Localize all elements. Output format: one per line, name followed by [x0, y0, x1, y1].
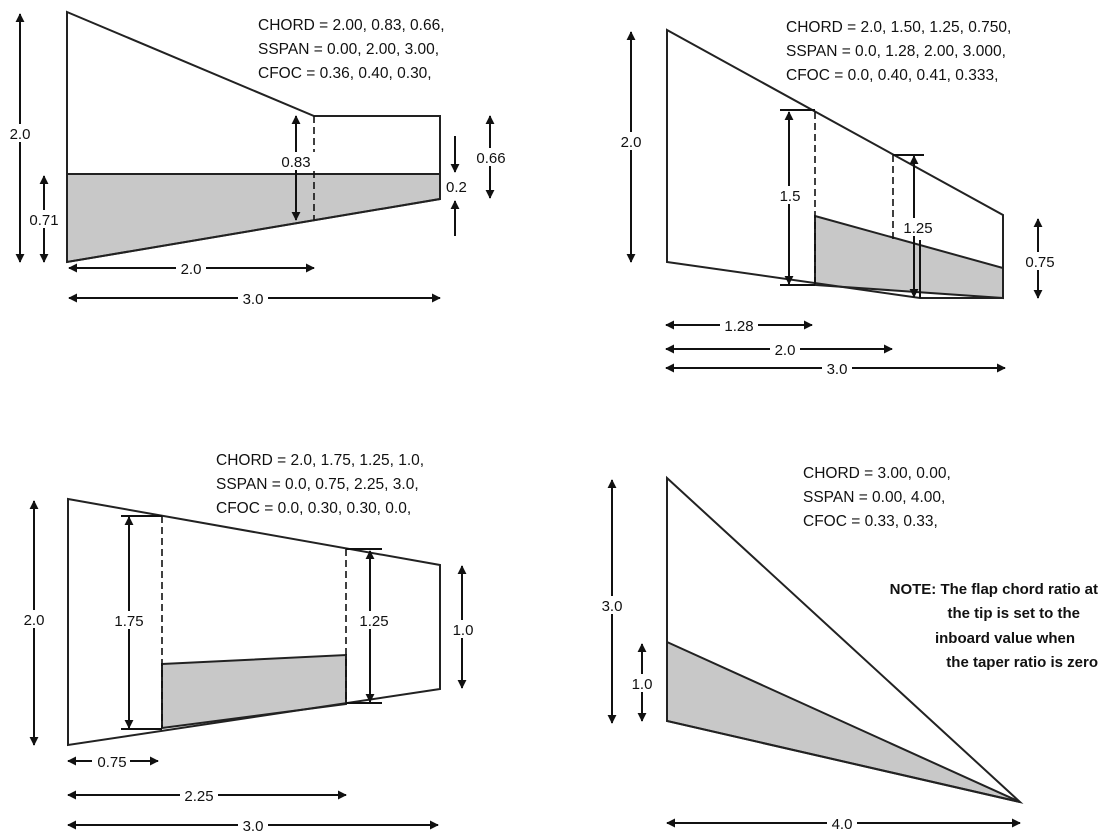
chord-b-label: 1.25	[903, 220, 932, 237]
param-block: CHORD = 3.00, 0.00, SSPAN = 0.00, 4.00, …	[803, 465, 951, 530]
chord-a-label: 1.5	[780, 188, 801, 205]
chord-a-label: 1.75	[114, 613, 143, 630]
wing-outline	[666, 475, 1024, 804]
panel-1: CHORD = 2.00, 0.83, 0.66, SSPAN = 0.00, …	[6, 10, 510, 308]
cfoc-line: CFOC = 0.0, 0.30, 0.30, 0.0,	[216, 500, 411, 517]
sspan-line: SSPAN = 0.0, 0.75, 2.25, 3.0,	[216, 476, 419, 493]
span-total-label: 3.0	[827, 361, 848, 378]
panel-4: CHORD = 3.00, 0.00, SSPAN = 0.00, 4.00, …	[598, 465, 1098, 833]
sspan-line: SSPAN = 0.0, 1.28, 2.00, 3.000,	[786, 43, 1006, 60]
note-line: inboard value when	[935, 630, 1075, 647]
param-block: CHORD = 2.0, 1.75, 1.25, 1.0, SSPAN = 0.…	[216, 452, 424, 517]
tip-chord-label: 0.66	[476, 150, 505, 167]
wing-outline	[67, 497, 441, 747]
chord-line: CHORD = 2.00, 0.83, 0.66,	[258, 17, 445, 34]
panel-3: CHORD = 2.0, 1.75, 1.25, 1.0, SSPAN = 0.…	[20, 452, 478, 835]
root-chord-label: 2.0	[10, 126, 31, 143]
span-b-label: 2.0	[775, 342, 796, 359]
panel-2: CHORD = 2.0, 1.50, 1.25, 0.750, SSPAN = …	[617, 19, 1058, 378]
tip-chord-label: 0.75	[1025, 254, 1054, 271]
mid-chord-label: 0.83	[281, 154, 310, 171]
flap-root-label: 1.0	[632, 676, 653, 693]
span-total-label: 4.0	[832, 816, 853, 833]
note-line: the taper ratio is zero	[946, 654, 1098, 671]
span-mid-label: 2.0	[181, 261, 202, 278]
cfoc-line: CFOC = 0.33, 0.33,	[803, 513, 938, 530]
sspan-line: SSPAN = 0.00, 2.00, 3.00,	[258, 41, 439, 58]
flap-root-label: 0.71	[29, 212, 58, 229]
chord-line: CHORD = 3.00, 0.00,	[803, 465, 951, 482]
param-block: CHORD = 2.00, 0.83, 0.66, SSPAN = 0.00, …	[258, 17, 445, 82]
cfoc-line: CFOC = 0.0, 0.40, 0.41, 0.333,	[786, 67, 998, 84]
note-line: NOTE: The flap chord ratio at	[890, 581, 1098, 598]
tip-chord-label: 1.0	[453, 622, 474, 639]
cfoc-line: CFOC = 0.36, 0.40, 0.30,	[258, 65, 432, 82]
span-b-label: 2.25	[184, 788, 213, 805]
param-block: CHORD = 2.0, 1.50, 1.25, 0.750, SSPAN = …	[786, 19, 1011, 84]
wing-outline	[666, 28, 1004, 299]
tip-flap-label: 0.2	[446, 179, 467, 196]
chord-line: CHORD = 2.0, 1.75, 1.25, 1.0,	[216, 452, 424, 469]
root-chord-label: 3.0	[602, 598, 623, 615]
sspan-line: SSPAN = 0.00, 4.00,	[803, 489, 945, 506]
flap-region	[66, 173, 441, 264]
span-a-label: 0.75	[97, 754, 126, 771]
root-chord-label: 2.0	[621, 134, 642, 151]
span-total-label: 3.0	[243, 818, 264, 835]
chord-b-label: 1.25	[359, 613, 388, 630]
wing-outline	[66, 10, 441, 264]
root-chord-label: 2.0	[24, 612, 45, 629]
span-a-label: 1.28	[724, 318, 753, 335]
span-total-label: 3.0	[243, 291, 264, 308]
chord-line: CHORD = 2.0, 1.50, 1.25, 0.750,	[786, 19, 1011, 36]
note-line: the tip is set to the	[947, 605, 1080, 622]
note-block: NOTE: The flap chord ratio at the tip is…	[890, 581, 1098, 671]
